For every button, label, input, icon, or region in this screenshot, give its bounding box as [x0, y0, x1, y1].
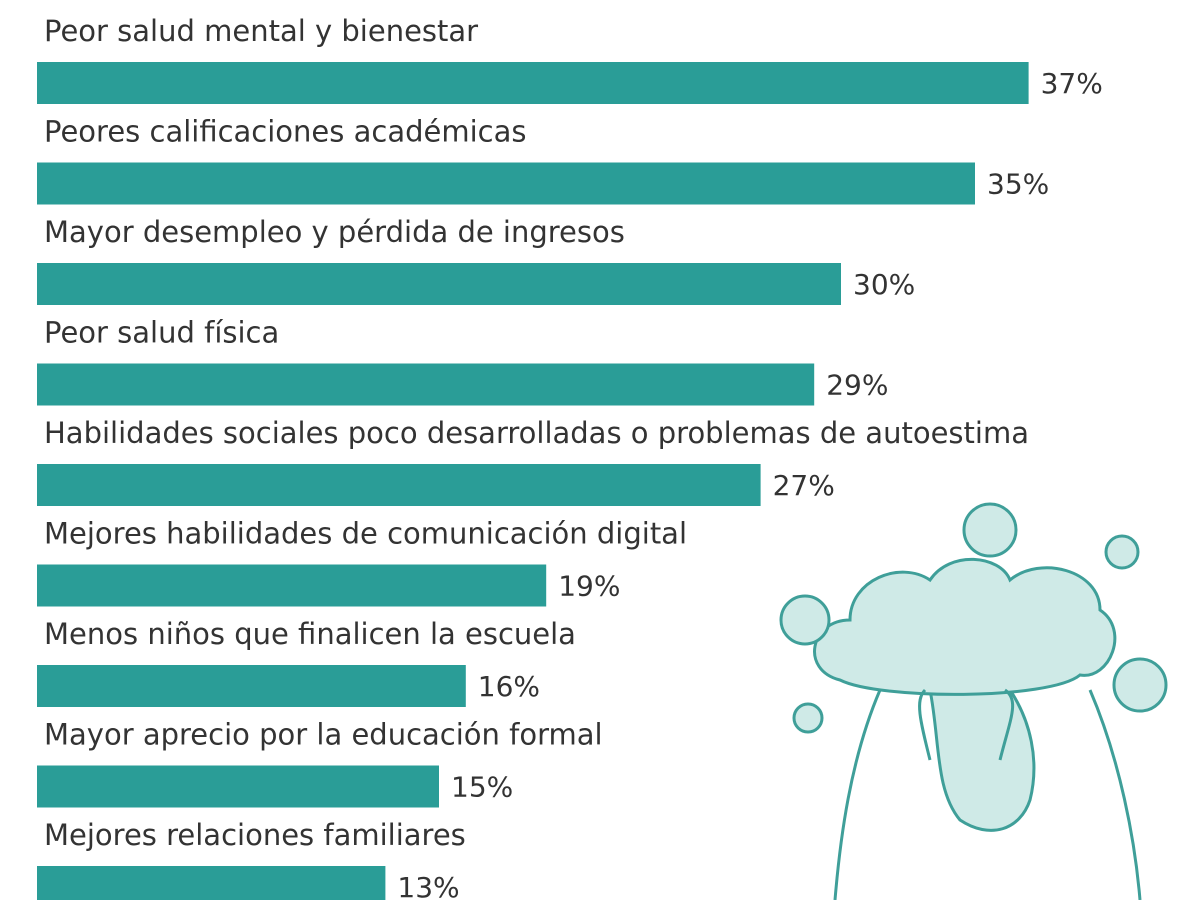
category-label: Peor salud mental y bienestar	[44, 14, 478, 48]
category-label: Habilidades sociales poco desarrolladas …	[44, 416, 1029, 450]
bar	[37, 866, 386, 900]
bar	[37, 62, 1029, 104]
illustration	[779, 502, 1168, 900]
bar	[37, 363, 815, 406]
category-label: Menos niños que finalicen la escuela	[44, 617, 576, 651]
value-label: 13%	[397, 871, 459, 900]
category-label: Mejores habilidades de comunicación digi…	[44, 517, 687, 551]
bar	[37, 263, 841, 305]
bar	[37, 765, 439, 808]
category-label: Mayor aprecio por la educación formal	[44, 718, 603, 752]
bar	[37, 665, 466, 707]
virus	[779, 502, 1168, 734]
value-label: 37%	[1041, 67, 1103, 100]
category-label: Peores calificaciones académicas	[44, 115, 526, 149]
value-label: 19%	[558, 570, 620, 603]
value-label: 15%	[451, 771, 513, 804]
value-label: 27%	[773, 469, 835, 502]
bar	[37, 564, 547, 607]
value-label: 35%	[987, 168, 1049, 201]
bar	[37, 162, 975, 205]
category-label: Mejores relaciones familiares	[44, 818, 466, 852]
value-label: 29%	[826, 369, 888, 402]
category-label: Mayor desempleo y pérdida de ingresos	[44, 215, 625, 249]
category-label: Peor salud física	[44, 316, 279, 350]
bar	[37, 464, 761, 506]
value-label: 16%	[478, 670, 540, 703]
value-label: 30%	[853, 268, 915, 301]
